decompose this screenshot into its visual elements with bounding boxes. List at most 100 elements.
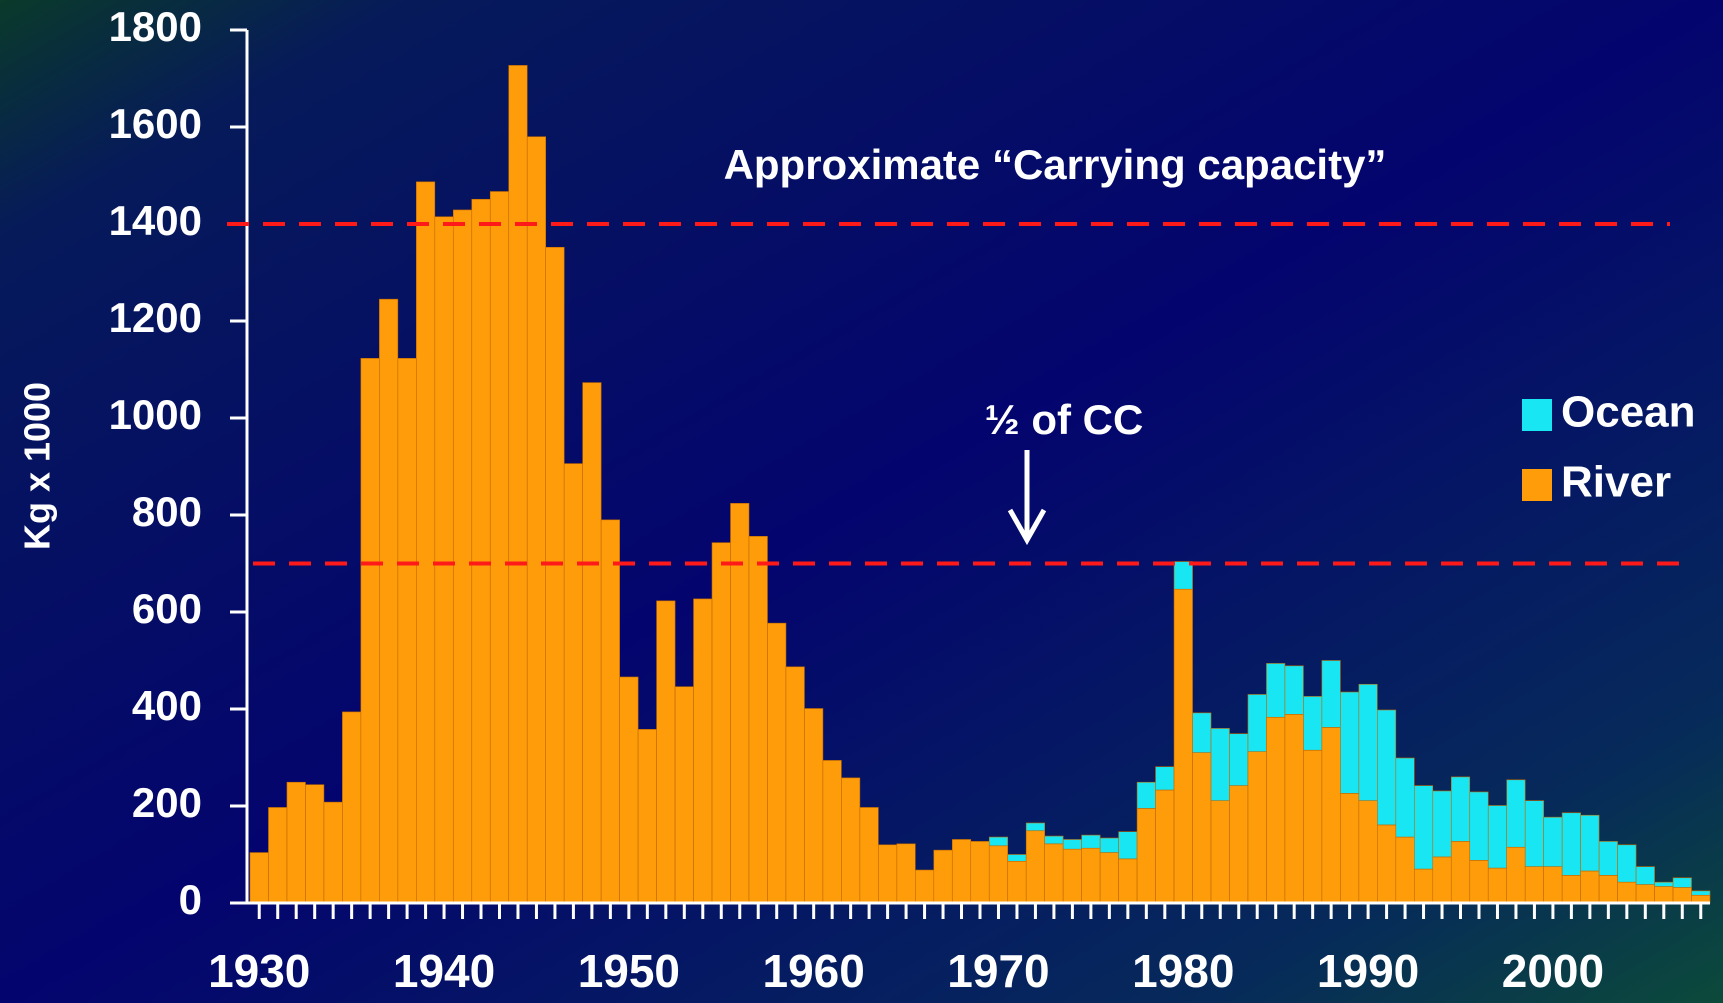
bar-segment xyxy=(1044,835,1064,845)
y-tick-label: 200 xyxy=(132,779,202,826)
bar-segment xyxy=(1414,785,1434,870)
bar-segment xyxy=(1229,733,1249,786)
bar-segment xyxy=(1062,848,1082,904)
bar-segment xyxy=(767,622,787,904)
bar-segment xyxy=(1469,791,1489,861)
bar-segment xyxy=(1192,712,1212,753)
bar-segment xyxy=(1099,852,1119,904)
bar-segment xyxy=(323,801,343,904)
bar-segment xyxy=(674,686,694,904)
bar-segment xyxy=(656,600,676,904)
bar-segment xyxy=(1432,856,1452,904)
bar-segment xyxy=(1192,752,1212,904)
x-tick-label: 2000 xyxy=(1502,945,1604,997)
bar-segment xyxy=(1321,727,1341,904)
bar-segment xyxy=(1561,812,1581,876)
bar-segment xyxy=(1617,844,1637,883)
bar-segment xyxy=(1672,877,1692,888)
bar-segment xyxy=(1654,886,1674,904)
bar-segment xyxy=(1358,800,1378,904)
bar-segment xyxy=(1044,843,1064,904)
bar-segment xyxy=(933,849,953,904)
bar-segment xyxy=(1081,847,1101,904)
bar-segment xyxy=(1340,691,1360,794)
bar-segment xyxy=(1266,716,1286,904)
bar-segment xyxy=(1543,816,1563,867)
bar-segment xyxy=(1099,837,1119,853)
legend-label: River xyxy=(1561,458,1671,507)
bar-segment xyxy=(748,536,768,904)
bar-segment xyxy=(489,191,510,904)
bar-segment xyxy=(1303,749,1323,904)
bar-segment xyxy=(841,777,861,904)
bar-segment xyxy=(1487,867,1508,904)
bar-segment xyxy=(785,666,805,904)
bar-segment xyxy=(1414,868,1434,904)
annotation-arrowhead xyxy=(1007,508,1047,546)
bar-segment xyxy=(471,198,491,904)
bar-segment xyxy=(1450,841,1471,904)
bar-segment xyxy=(379,298,399,904)
bar-segment xyxy=(1118,858,1138,904)
bar-segment xyxy=(1654,881,1674,887)
bar-segment xyxy=(1284,665,1304,715)
bar-segment xyxy=(1377,824,1397,904)
y-tick-label: 1200 xyxy=(109,294,202,341)
bar-segment xyxy=(1395,836,1415,904)
bar-segment xyxy=(1025,822,1045,832)
bar-segment xyxy=(582,382,602,904)
bar-segment xyxy=(1506,779,1526,848)
bar-segment xyxy=(1598,875,1618,904)
bar-segment xyxy=(360,358,380,904)
bar-segment xyxy=(1432,790,1452,858)
bar-segment xyxy=(951,839,972,904)
y-tick-label: 400 xyxy=(132,682,202,729)
bar-segment xyxy=(988,836,1009,847)
bar-segment xyxy=(1136,781,1156,809)
bar-segment xyxy=(1450,776,1471,842)
bar-segment xyxy=(878,844,898,904)
x-tick-label: 1990 xyxy=(1317,945,1419,997)
bar-segment xyxy=(711,542,731,904)
x-tick-label: 1940 xyxy=(393,945,495,997)
bar-segment xyxy=(1635,866,1655,885)
y-tick-label: 1800 xyxy=(109,3,202,50)
bar-segment xyxy=(1469,860,1489,904)
bar-segment xyxy=(600,519,620,904)
bar-segment xyxy=(1358,683,1378,801)
bar-segment xyxy=(545,246,565,904)
bar-segment xyxy=(988,845,1009,904)
bar-segment xyxy=(1524,866,1544,904)
bar-segment xyxy=(1487,805,1508,869)
y-tick-label: 600 xyxy=(132,585,202,632)
bar-segment xyxy=(1561,875,1581,904)
bar-segment xyxy=(508,65,528,904)
y-tick-label: 0 xyxy=(179,876,202,923)
y-tick-label: 1600 xyxy=(109,100,202,147)
bar-segment xyxy=(342,711,362,904)
bar-segment xyxy=(970,841,990,904)
bar-segment xyxy=(693,598,713,904)
bar-segment xyxy=(305,784,325,904)
y-tick-label: 1400 xyxy=(109,197,202,244)
bar-segment xyxy=(1321,660,1341,728)
bar-segment xyxy=(563,463,583,904)
bar-segment xyxy=(1229,785,1249,904)
bar-segment xyxy=(1543,866,1563,904)
legend-label: Ocean xyxy=(1561,388,1696,437)
bar-segment xyxy=(1524,800,1544,867)
bar-segment xyxy=(452,209,473,904)
bar-segment xyxy=(1635,884,1655,904)
legend-swatch xyxy=(1522,399,1552,431)
bar-segment xyxy=(896,843,916,904)
bar-segment xyxy=(1340,793,1360,904)
bar-segment xyxy=(1210,800,1230,904)
x-tick-label: 1980 xyxy=(1132,945,1234,997)
bar-segment xyxy=(1580,870,1600,904)
bar-segment xyxy=(804,708,824,904)
x-tick-label: 1950 xyxy=(578,945,680,997)
bar-segment xyxy=(1691,890,1711,896)
bar-segment xyxy=(1247,694,1267,752)
y-tick-label: 1000 xyxy=(109,391,202,438)
